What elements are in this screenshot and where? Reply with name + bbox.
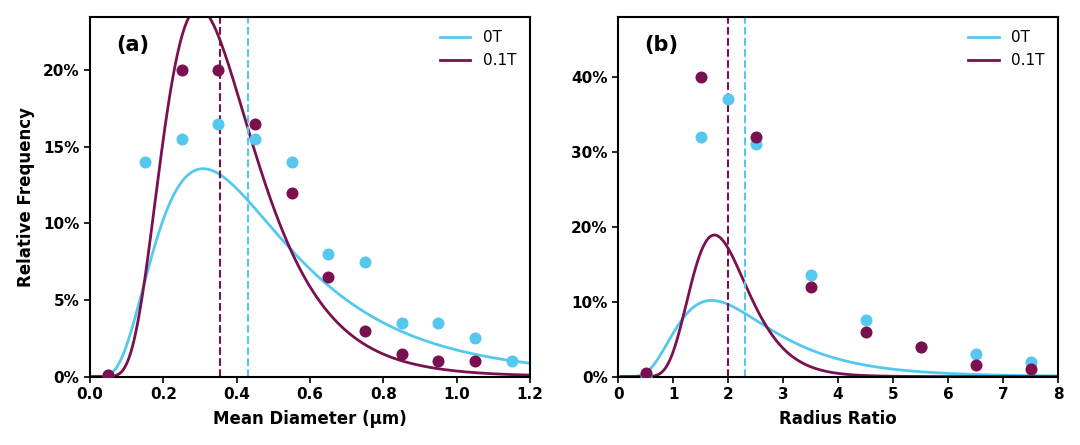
Y-axis label: Relative Frequency: Relative Frequency (16, 107, 35, 287)
Point (467, 335, 484, 342)
Point (912, 343, 929, 350)
Point (1022, 365, 1039, 372)
Point (967, 351, 984, 358)
Point (210, 67, 227, 74)
Point (912, 343, 929, 350)
Point (802, 283, 820, 290)
Point (356, 258, 374, 265)
Point (99, 372, 117, 379)
Point (246, 120, 264, 127)
Point (430, 320, 447, 327)
X-axis label: Radius Ratio: Radius Ratio (779, 410, 897, 429)
X-axis label: Mean Diameter (μm): Mean Diameter (μm) (213, 410, 407, 429)
Point (467, 358, 484, 365)
Point (246, 136, 264, 143)
Legend: 0T, 0.1T: 0T, 0.1T (962, 24, 1051, 74)
Point (136, 158, 153, 166)
Legend: 0T, 0.1T: 0T, 0.1T (434, 24, 523, 74)
Point (173, 67, 190, 74)
Point (856, 317, 874, 324)
Point (173, 136, 190, 143)
Point (802, 272, 820, 279)
Point (393, 320, 410, 327)
Point (503, 358, 521, 365)
Point (283, 158, 300, 166)
Point (1022, 358, 1039, 365)
Point (637, 369, 654, 376)
Point (856, 328, 874, 335)
Point (637, 372, 654, 380)
Point (99, 372, 117, 379)
Point (356, 327, 374, 334)
Point (430, 358, 447, 365)
Point (747, 133, 765, 140)
Point (320, 251, 337, 258)
Text: (a): (a) (117, 35, 149, 55)
Point (747, 141, 765, 148)
Point (692, 73, 710, 80)
Point (320, 274, 337, 281)
Point (393, 350, 410, 357)
Point (719, 96, 737, 103)
Point (967, 362, 984, 369)
Point (692, 133, 710, 140)
Point (210, 120, 227, 127)
Text: (b): (b) (645, 35, 678, 55)
Point (283, 189, 300, 196)
